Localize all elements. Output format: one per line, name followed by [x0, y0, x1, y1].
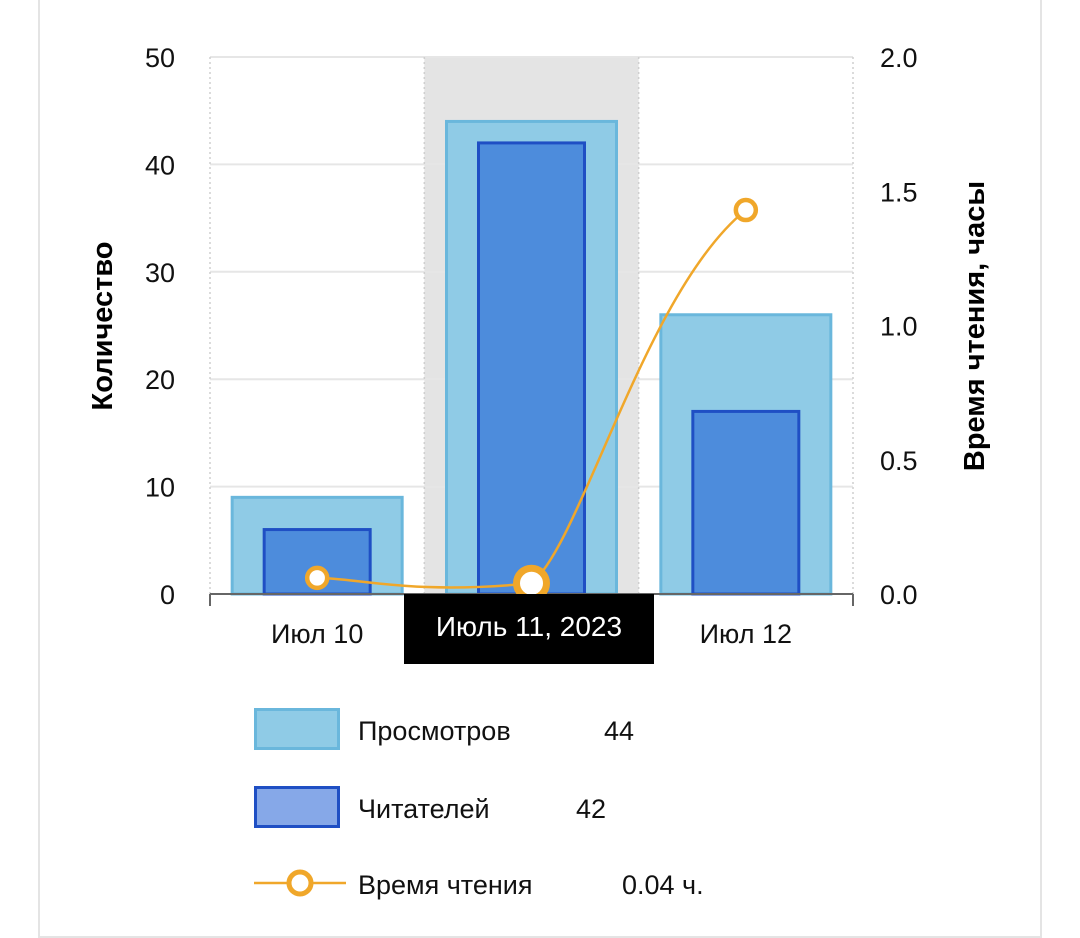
reading-time-line-layer — [304, 197, 759, 602]
legend-swatch-views — [254, 708, 340, 750]
legend-label-reading-time: Время чтения — [358, 870, 533, 900]
reading-time-point — [733, 197, 759, 223]
x-tick-label: Июл 12 — [700, 619, 792, 649]
reading-time-line — [317, 209, 747, 589]
y-right-tick-label: 0.5 — [880, 446, 918, 476]
bars-layer — [230, 119, 833, 596]
y-tick-label: 50 — [145, 43, 175, 73]
y-axis-right-title: Время чтения, часы — [959, 181, 991, 471]
tooltip-box — [404, 594, 654, 664]
y-axis-title: Количество — [87, 241, 119, 410]
x-tick-label: Июл 10 — [271, 619, 363, 649]
tooltip-layer: Июль 11, 2023 — [404, 594, 654, 664]
y-right-tick-label: 1.5 — [880, 177, 918, 207]
y-tick-label: 0 — [160, 580, 175, 610]
reading-time-point — [304, 565, 330, 591]
legend-label-readers: Читателей — [358, 794, 490, 824]
legend-value-views: 44 — [604, 716, 635, 746]
y-tick-label: 30 — [145, 258, 175, 288]
bar-readers — [691, 409, 801, 596]
y-right-tick-label: 0.0 — [880, 580, 918, 610]
legend-value-readers: 42 — [576, 794, 607, 824]
tooltip-label: Июль 11, 2023 — [436, 611, 622, 642]
legend-item-readers[interactable]: Читателей 42 — [254, 784, 854, 834]
y-right-tick-label: 2.0 — [880, 43, 918, 73]
labels-layer: 0 10 20 30 40 50 0.0 0.5 1.0 1.5 2.0 Июл 10 Июл 12 Ко… — [87, 43, 991, 649]
legend-swatch-reading-time-icon — [254, 869, 346, 897]
legend-value-reading-time: 0.04 ч. — [622, 870, 704, 900]
legend-swatch-readers — [254, 786, 340, 828]
legend-item-views[interactable]: Просмотров 44 — [254, 706, 854, 756]
y-tick-label: 20 — [145, 365, 175, 395]
y-right-tick-label: 1.0 — [880, 312, 918, 342]
y-tick-label: 40 — [145, 150, 175, 180]
legend-label-views: Просмотров — [358, 716, 511, 746]
y-tick-label: 10 — [145, 473, 175, 503]
legend-item-reading-time[interactable]: Время чтения 0.04 ч. — [254, 860, 854, 910]
reading-time-point-active — [513, 564, 550, 602]
